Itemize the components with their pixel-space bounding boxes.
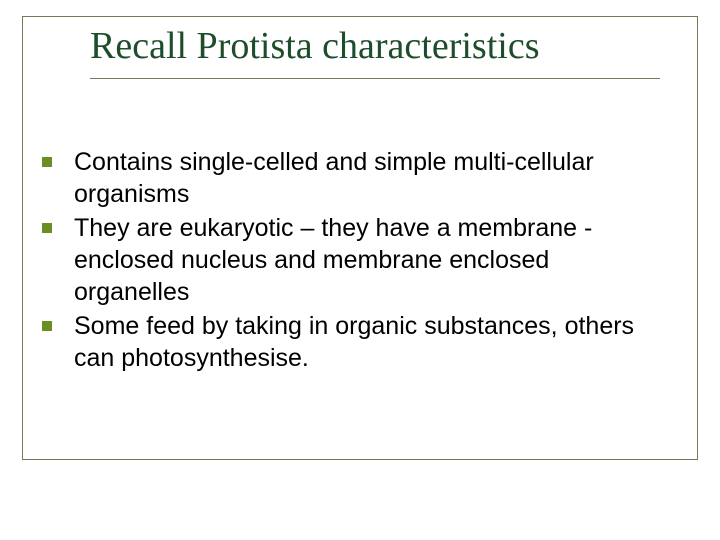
list-item: They are eukaryotic – they have a membra… — [42, 212, 668, 308]
square-bullet-icon — [42, 157, 52, 167]
title-underline — [90, 78, 660, 79]
slide-title: Recall Protista characteristics — [90, 26, 660, 68]
list-item: Some feed by taking in organic substance… — [42, 310, 668, 374]
square-bullet-icon — [42, 223, 52, 233]
list-item: Contains single-celled and simple multi-… — [42, 146, 668, 210]
title-area: Recall Protista characteristics — [90, 26, 660, 79]
list-item-text: They are eukaryotic – they have a membra… — [74, 212, 668, 308]
square-bullet-icon — [42, 321, 52, 331]
list-item-text: Contains single-celled and simple multi-… — [74, 146, 668, 210]
slide: Recall Protista characteristics Contains… — [0, 0, 720, 540]
bullet-list: Contains single-celled and simple multi-… — [42, 146, 668, 376]
list-item-text: Some feed by taking in organic substance… — [74, 310, 668, 374]
